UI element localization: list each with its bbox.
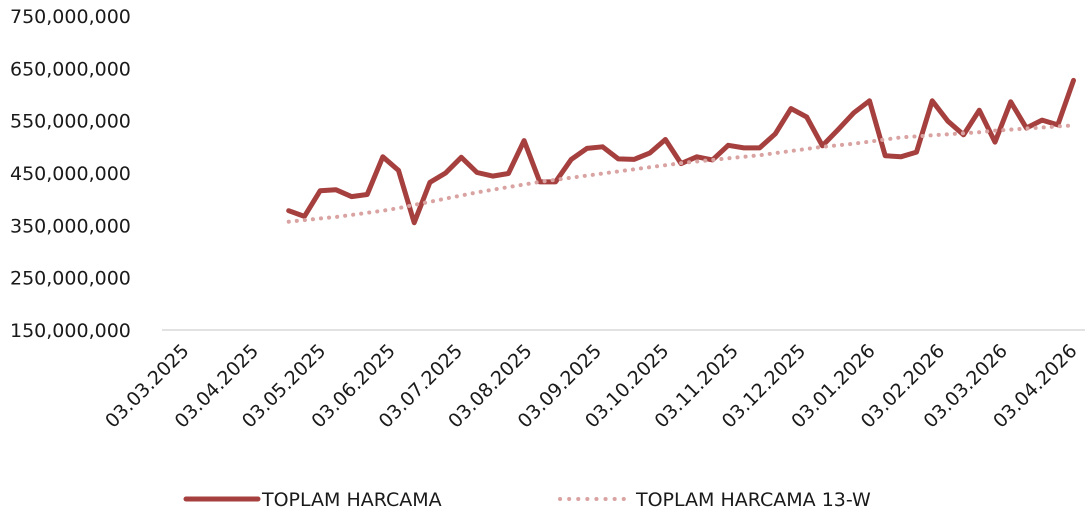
legend-label: TOPLAM HARCAMA [261, 489, 442, 511]
y-tick-label: 350,000,000 [10, 215, 131, 237]
y-tick-label: 150,000,000 [10, 320, 131, 342]
series-line [286, 123, 1076, 224]
y-tick-label: 650,000,000 [10, 58, 131, 80]
series-line [286, 77, 1076, 226]
y-tick-label: 450,000,000 [10, 163, 131, 185]
y-tick-label: 550,000,000 [10, 111, 131, 133]
y-tick-label: 250,000,000 [10, 268, 131, 290]
y-tick-label: 750,000,000 [10, 6, 131, 28]
legend-label: TOPLAM HARCAMA 13-W [635, 489, 871, 511]
